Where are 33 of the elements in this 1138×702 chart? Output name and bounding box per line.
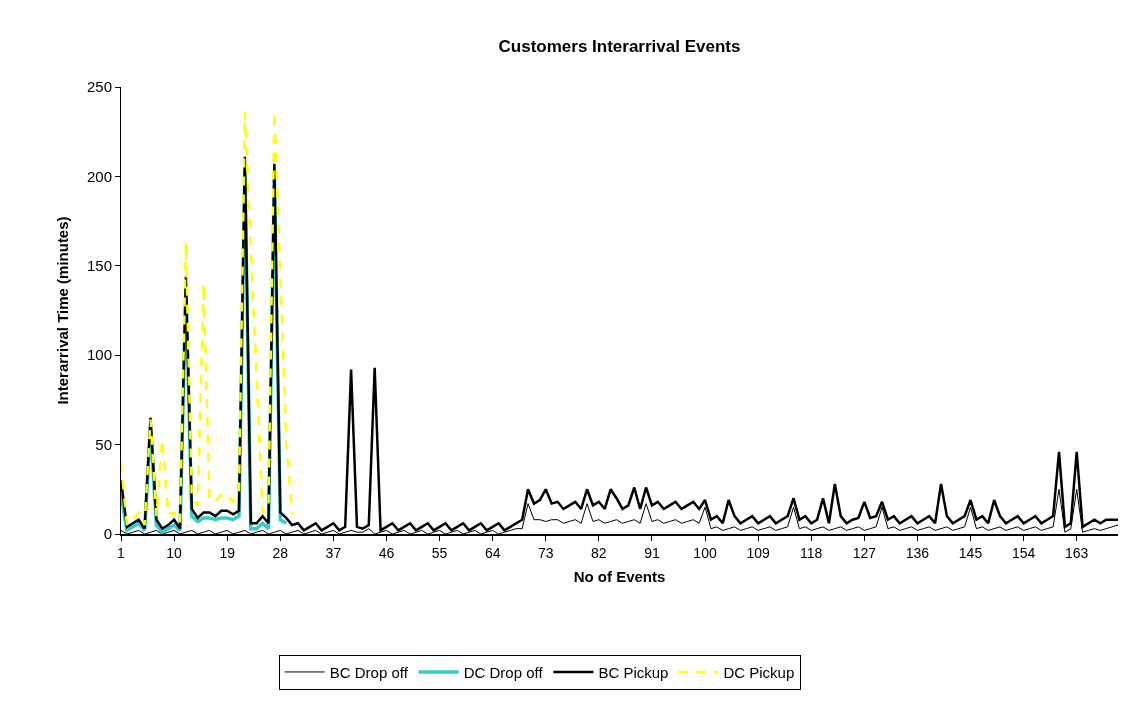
x-tick-label: 28 — [272, 544, 289, 561]
chart-title: Customers Interarrival Events — [498, 36, 741, 56]
line-series — [121, 110, 294, 527]
x-tick-label: 136 — [905, 544, 930, 561]
x-tick-label: 82 — [591, 544, 607, 561]
x-tick-label: 154 — [1011, 544, 1036, 561]
x-tick-label: 19 — [219, 544, 236, 561]
x-tick-label: 46 — [378, 544, 395, 561]
x-tick-label: 64 — [484, 544, 501, 561]
y-tick-label: 50 — [95, 435, 112, 453]
x-tick-label: 1 — [117, 544, 126, 561]
x-tick-label: 127 — [852, 544, 877, 561]
x-tick-label: 73 — [537, 544, 554, 561]
legend-label: BC Pickup — [598, 663, 669, 681]
y-tick-label: 200 — [86, 167, 112, 185]
x-axis-title: No of Events — [573, 568, 666, 586]
legend-label: DC Drop off — [463, 663, 544, 681]
x-tick-label: 37 — [325, 544, 342, 561]
legend-label: DC Pickup — [723, 663, 795, 681]
x-tick-label: 163 — [1065, 544, 1089, 561]
x-tick-label: 10 — [166, 544, 183, 561]
legend-label: BC Drop off — [329, 663, 409, 681]
x-tick-label: 100 — [693, 544, 717, 561]
y-tick-label: 250 — [86, 78, 112, 96]
y-axis-title: Interarrival Time (minutes) — [54, 216, 72, 405]
y-tick-label: 100 — [86, 346, 112, 364]
x-tick-label: 145 — [958, 544, 983, 561]
x-tick-label: 55 — [431, 544, 448, 561]
y-tick-label: 0 — [103, 525, 112, 543]
x-tick-label: 109 — [746, 544, 771, 561]
y-tick-label: 150 — [86, 257, 112, 275]
x-tick-label: 91 — [644, 544, 660, 561]
x-tick-label: 118 — [800, 544, 823, 561]
